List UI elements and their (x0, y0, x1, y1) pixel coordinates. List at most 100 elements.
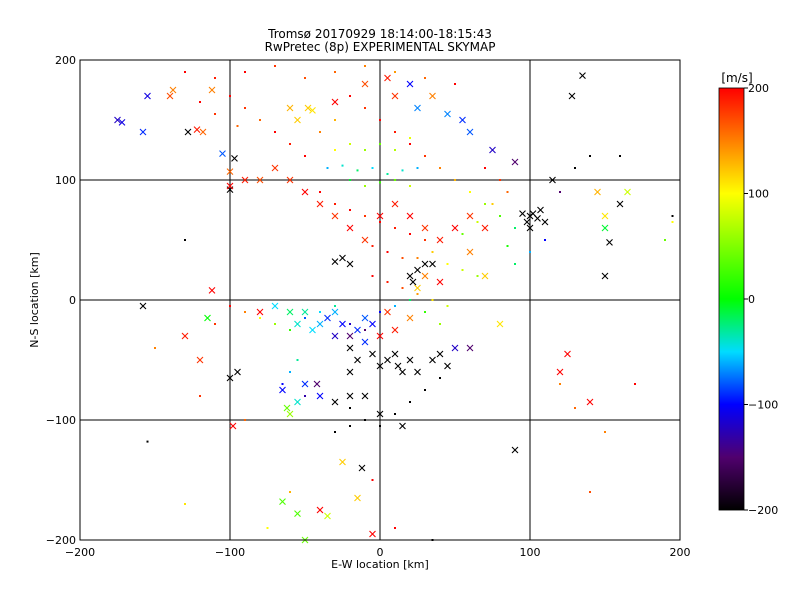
colorbar-band (719, 507, 744, 509)
colorbar-band (719, 310, 744, 312)
colorbar-band (719, 145, 744, 147)
data-point-dot (184, 239, 186, 241)
colorbar-band (719, 317, 744, 319)
colorbar-band (719, 130, 744, 132)
colorbar-band (719, 286, 744, 288)
colorbar-band (719, 431, 744, 433)
data-point-x (144, 92, 151, 100)
colorbar-band (719, 440, 744, 442)
data-point-x (294, 320, 301, 328)
data-point-x (339, 320, 346, 328)
data-point-x (354, 326, 361, 334)
colorbar-band (719, 276, 744, 278)
data-point-dot (274, 323, 276, 325)
data-point-dot (326, 167, 329, 169)
colorbar-band (719, 163, 744, 165)
data-point-x (391, 200, 399, 208)
colorbar-band (719, 288, 744, 290)
colorbar-band (719, 214, 744, 216)
data-point-dot (394, 131, 396, 133)
data-point-x (451, 344, 459, 352)
colorbar-band (719, 352, 744, 354)
colorbar-band (719, 257, 744, 259)
x-tick-label: −200 (65, 546, 95, 559)
colorbar-band (719, 208, 744, 210)
colorbar-band (719, 340, 744, 342)
colorbar-band (719, 500, 744, 502)
colorbar-band (719, 351, 744, 353)
data-point-x (406, 356, 414, 364)
colorbar-band (719, 168, 744, 170)
colorbar-band (719, 125, 744, 127)
data-point-x (166, 92, 174, 100)
colorbar-band (719, 447, 744, 449)
colorbar-band (719, 325, 744, 327)
colorbar-band (719, 107, 744, 109)
colorbar-band (719, 506, 744, 508)
data-point-x (361, 80, 369, 88)
data-point-x (519, 210, 526, 217)
colorbar-band (719, 89, 744, 91)
colorbar-band (719, 372, 744, 374)
data-point-dot (454, 83, 456, 85)
colorbar-band (719, 373, 744, 375)
data-point-x (549, 176, 556, 184)
colorbar-band (719, 195, 744, 197)
data-point-x (358, 464, 366, 472)
colorbar-band (719, 386, 744, 388)
colorbar-band (719, 353, 744, 355)
colorbar-band (719, 394, 744, 396)
colorbar-band (719, 197, 744, 199)
data-point-x (601, 272, 609, 280)
colorbar-band (719, 368, 744, 370)
colorbar-band (719, 492, 744, 494)
colorbar-band (719, 261, 744, 263)
colorbar-band (719, 486, 744, 488)
data-point-x (169, 86, 177, 94)
colorbar-band (719, 378, 744, 380)
data-point-x (139, 128, 147, 136)
colorbar-band (719, 354, 744, 356)
data-point-x (537, 206, 544, 214)
data-point-x (414, 266, 421, 274)
data-point-dot (424, 77, 426, 79)
colorbar-band (719, 355, 744, 357)
colorbar-band (719, 112, 744, 114)
data-point-dot (364, 149, 366, 151)
colorbar-band (719, 128, 744, 130)
data-point-x (193, 126, 201, 133)
colorbar-band (719, 399, 744, 401)
colorbar-band (719, 357, 744, 359)
colorbar-band (719, 398, 744, 400)
colorbar-band (719, 212, 744, 214)
colorbar-band (719, 181, 744, 183)
colorbar-band (719, 459, 744, 461)
colorbar-band (719, 302, 744, 304)
colorbar-band (719, 465, 744, 467)
colorbar: 200 100 0 −100 −200 (718, 82, 778, 517)
colorbar-band (719, 412, 744, 414)
y-tick-label: 200 (55, 54, 76, 67)
colorbar-band (719, 476, 744, 478)
colorbar-band (719, 309, 744, 311)
colorbar-band (719, 244, 744, 246)
colorbar-band (719, 192, 744, 194)
colorbar-band (719, 472, 744, 474)
colorbar-band (719, 184, 744, 186)
colorbar-band (719, 387, 744, 389)
data-point-x (481, 224, 489, 232)
data-point-x (361, 338, 369, 346)
colorbar-band (719, 453, 744, 455)
colorbar-band (719, 381, 744, 383)
data-point-dot (379, 221, 381, 223)
colorbar-tick-label: 100 (748, 188, 769, 201)
data-point-dot (409, 185, 411, 187)
colorbar-band (719, 153, 744, 155)
data-point-x (444, 362, 451, 370)
colorbar-band (719, 473, 744, 475)
colorbar-band (719, 205, 744, 207)
data-point-dot (401, 169, 404, 172)
colorbar-band (719, 303, 744, 305)
colorbar-band (719, 273, 744, 275)
data-point-dot (229, 305, 231, 307)
